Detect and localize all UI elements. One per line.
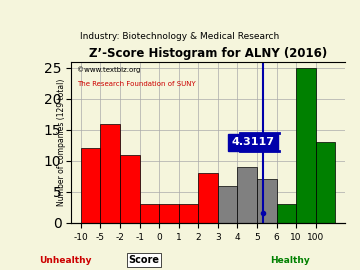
- Bar: [179, 204, 198, 223]
- Text: 4.3117: 4.3117: [232, 137, 275, 147]
- Bar: [257, 179, 276, 223]
- Bar: [276, 204, 296, 223]
- Text: Score: Score: [129, 255, 159, 265]
- Bar: [237, 167, 257, 223]
- Bar: [120, 154, 140, 223]
- Bar: [159, 204, 179, 223]
- Title: Z’-Score Histogram for ALNY (2016): Z’-Score Histogram for ALNY (2016): [89, 48, 327, 60]
- Bar: [316, 142, 335, 223]
- Text: Healthy: Healthy: [270, 256, 310, 265]
- Text: ©www.textbiz.org: ©www.textbiz.org: [77, 66, 140, 73]
- Bar: [81, 148, 100, 223]
- Bar: [140, 204, 159, 223]
- Bar: [198, 173, 218, 223]
- Bar: [218, 185, 237, 223]
- Text: Unhealthy: Unhealthy: [40, 256, 92, 265]
- Text: Industry: Biotechnology & Medical Research: Industry: Biotechnology & Medical Resear…: [80, 32, 280, 41]
- Text: The Research Foundation of SUNY: The Research Foundation of SUNY: [77, 81, 195, 87]
- Bar: [296, 68, 316, 223]
- Y-axis label: Number of companies (129 total): Number of companies (129 total): [57, 79, 66, 206]
- Bar: [100, 124, 120, 223]
